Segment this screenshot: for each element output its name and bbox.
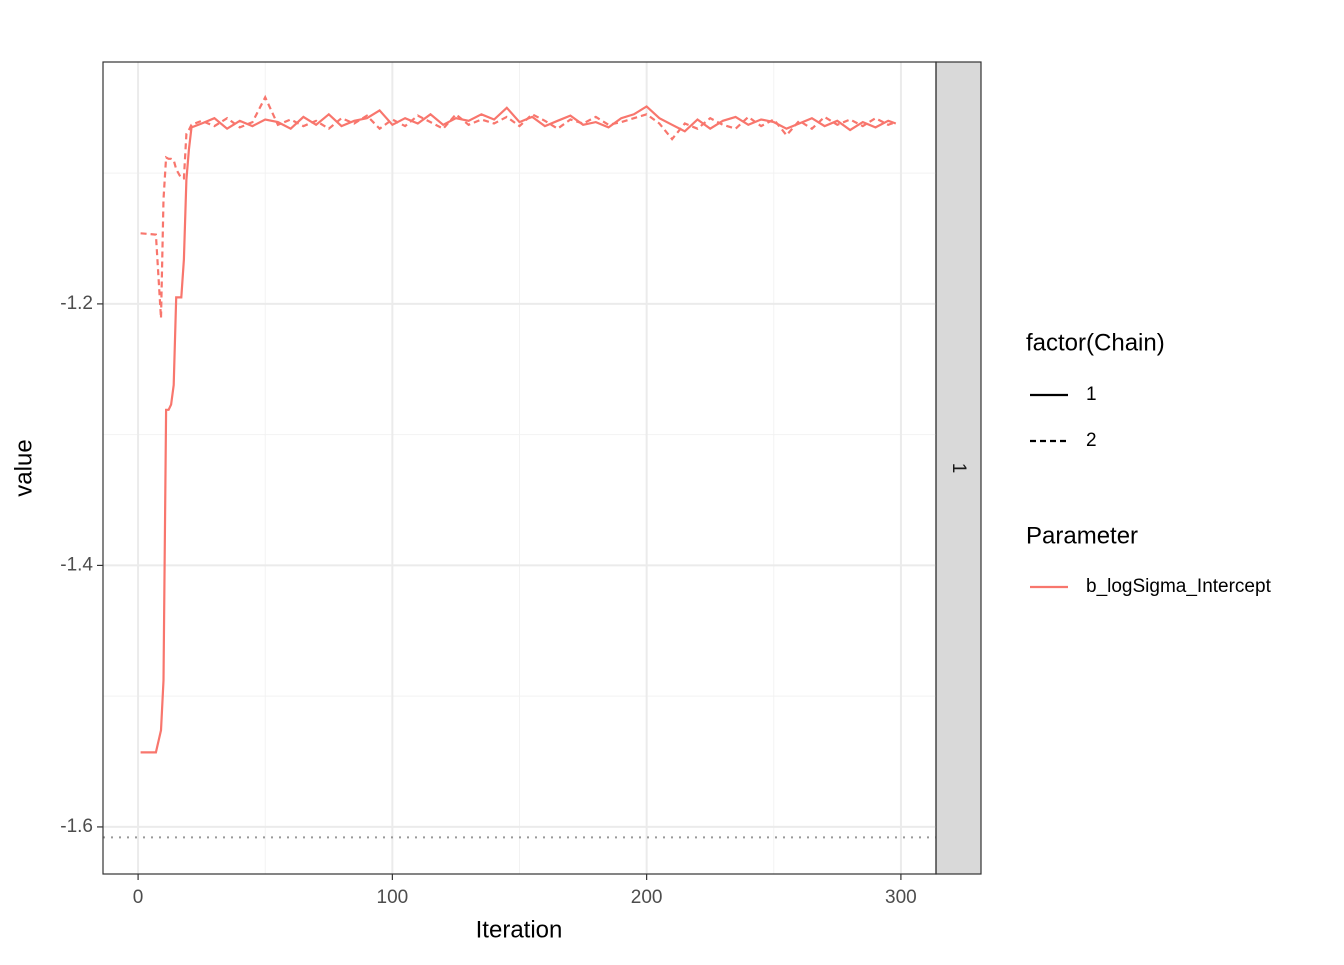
legend-label: 2 [1086,430,1097,451]
y-tick-label: -1.2 [60,293,93,314]
x-tick-label: 0 [133,887,144,908]
facet-label: 1 [948,463,969,474]
x-axis-title: Iteration [476,916,563,943]
y-tick-label: -1.6 [60,816,93,837]
legend-title: Parameter [1026,522,1138,549]
y-tick-label: -1.4 [60,554,93,575]
y-axis-title: value [10,439,37,496]
x-tick-label: 100 [377,887,409,908]
facet-strip [935,61,982,875]
x-tick-label: 200 [631,887,663,908]
x-tick-label: 300 [885,887,917,908]
panel-border [102,61,937,875]
legend-title: factor(Chain) [1026,329,1165,356]
legend-label: 1 [1086,384,1097,405]
legend-label: b_logSigma_Intercept [1086,576,1272,597]
series-line [140,94,897,319]
